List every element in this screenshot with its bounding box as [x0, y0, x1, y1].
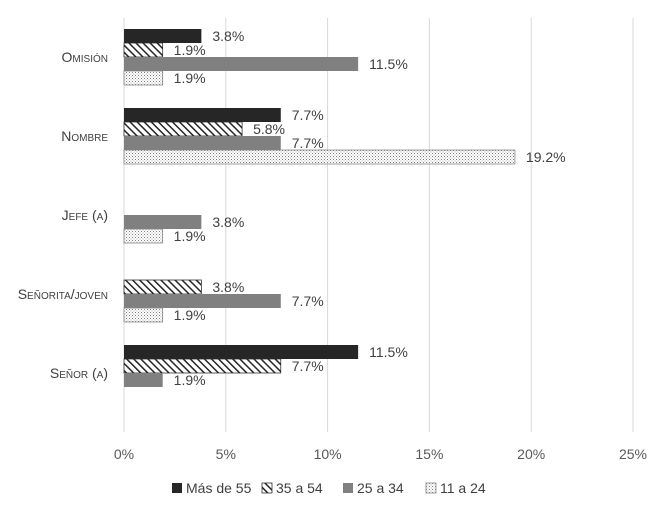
data-label: 11.5% — [369, 56, 408, 72]
category-label: Nombre — [61, 128, 108, 144]
x-tick-label: 10% — [314, 446, 342, 462]
data-label: 11.5% — [369, 344, 408, 360]
legend: Más de 55 35 a 54 25 a 34 11 a 24 — [172, 480, 486, 496]
data-label: 19.2% — [526, 149, 566, 165]
legend-label: Más de 55 — [186, 480, 252, 496]
bar-3-1 — [123, 149, 516, 165]
bar-1-1 — [123, 121, 243, 137]
bar-3-3 — [123, 307, 164, 323]
data-label: 1.9% — [174, 228, 206, 244]
legend-swatch — [343, 483, 353, 493]
bar-3-2 — [123, 228, 164, 244]
legend-item-1: 35 a 54 — [261, 480, 323, 496]
bar-2-2 — [124, 215, 202, 229]
bar-2-1 — [124, 136, 281, 150]
bar-1-3 — [123, 279, 202, 295]
legend-swatch — [425, 482, 437, 494]
category-label: Jefe (a) — [62, 207, 108, 223]
x-tick-label: 15% — [415, 446, 443, 462]
bar-0-1 — [124, 108, 281, 122]
data-label: 7.7% — [292, 293, 324, 309]
data-label: 1.9% — [174, 372, 206, 388]
bar-2-3 — [124, 294, 281, 308]
x-tick-label: 5% — [216, 446, 236, 462]
x-tick-label: 25% — [619, 446, 647, 462]
x-axis-tick-labels: 0% 5% 10% 15% 20% 25% — [114, 446, 647, 462]
legend-label: 35 a 54 — [276, 480, 323, 496]
legend-item-0: Más de 55 — [172, 480, 252, 496]
data-labels: 3.8% 7.7% 11.5% 1.9% 5.8% 3.8% 7.7% 11.5% 7.7% 3.… — [174, 28, 566, 388]
bar-0-0 — [124, 29, 202, 43]
category-label: Omisión — [62, 49, 108, 65]
data-label: 7.7% — [292, 358, 324, 374]
category-label: Señor (a) — [50, 365, 108, 381]
legend-item-2: 25 a 34 — [343, 480, 404, 496]
legend-item-3: 11 a 24 — [425, 480, 486, 496]
data-label: 7.7% — [292, 107, 324, 123]
data-label: 1.9% — [174, 307, 206, 323]
legend-swatch — [172, 483, 182, 493]
bar-1-0 — [123, 42, 164, 58]
bar-2-0 — [124, 57, 359, 71]
data-label: 3.8% — [212, 279, 244, 295]
bars — [123, 29, 516, 387]
x-tick-label: 20% — [517, 446, 545, 462]
data-label: 7.7% — [292, 135, 324, 151]
legend-swatch — [261, 482, 273, 494]
data-label: 5.8% — [253, 121, 285, 137]
bar-1-4 — [123, 358, 282, 374]
bar-0-4 — [124, 345, 359, 359]
data-label: 1.9% — [174, 42, 206, 58]
data-label: 3.8% — [212, 214, 244, 230]
data-label: 3.8% — [212, 28, 244, 44]
bar-3-0 — [123, 70, 164, 86]
category-labels: Omisión Nombre Jefe (a) Señorita/joven Señor… — [18, 49, 109, 381]
legend-label: 11 a 24 — [440, 480, 486, 496]
category-label: Señorita/joven — [18, 286, 108, 302]
x-tick-label: 0% — [114, 446, 134, 462]
legend-label: 25 a 34 — [357, 480, 404, 496]
bar-2-4 — [124, 373, 163, 387]
data-label: 1.9% — [174, 70, 206, 86]
